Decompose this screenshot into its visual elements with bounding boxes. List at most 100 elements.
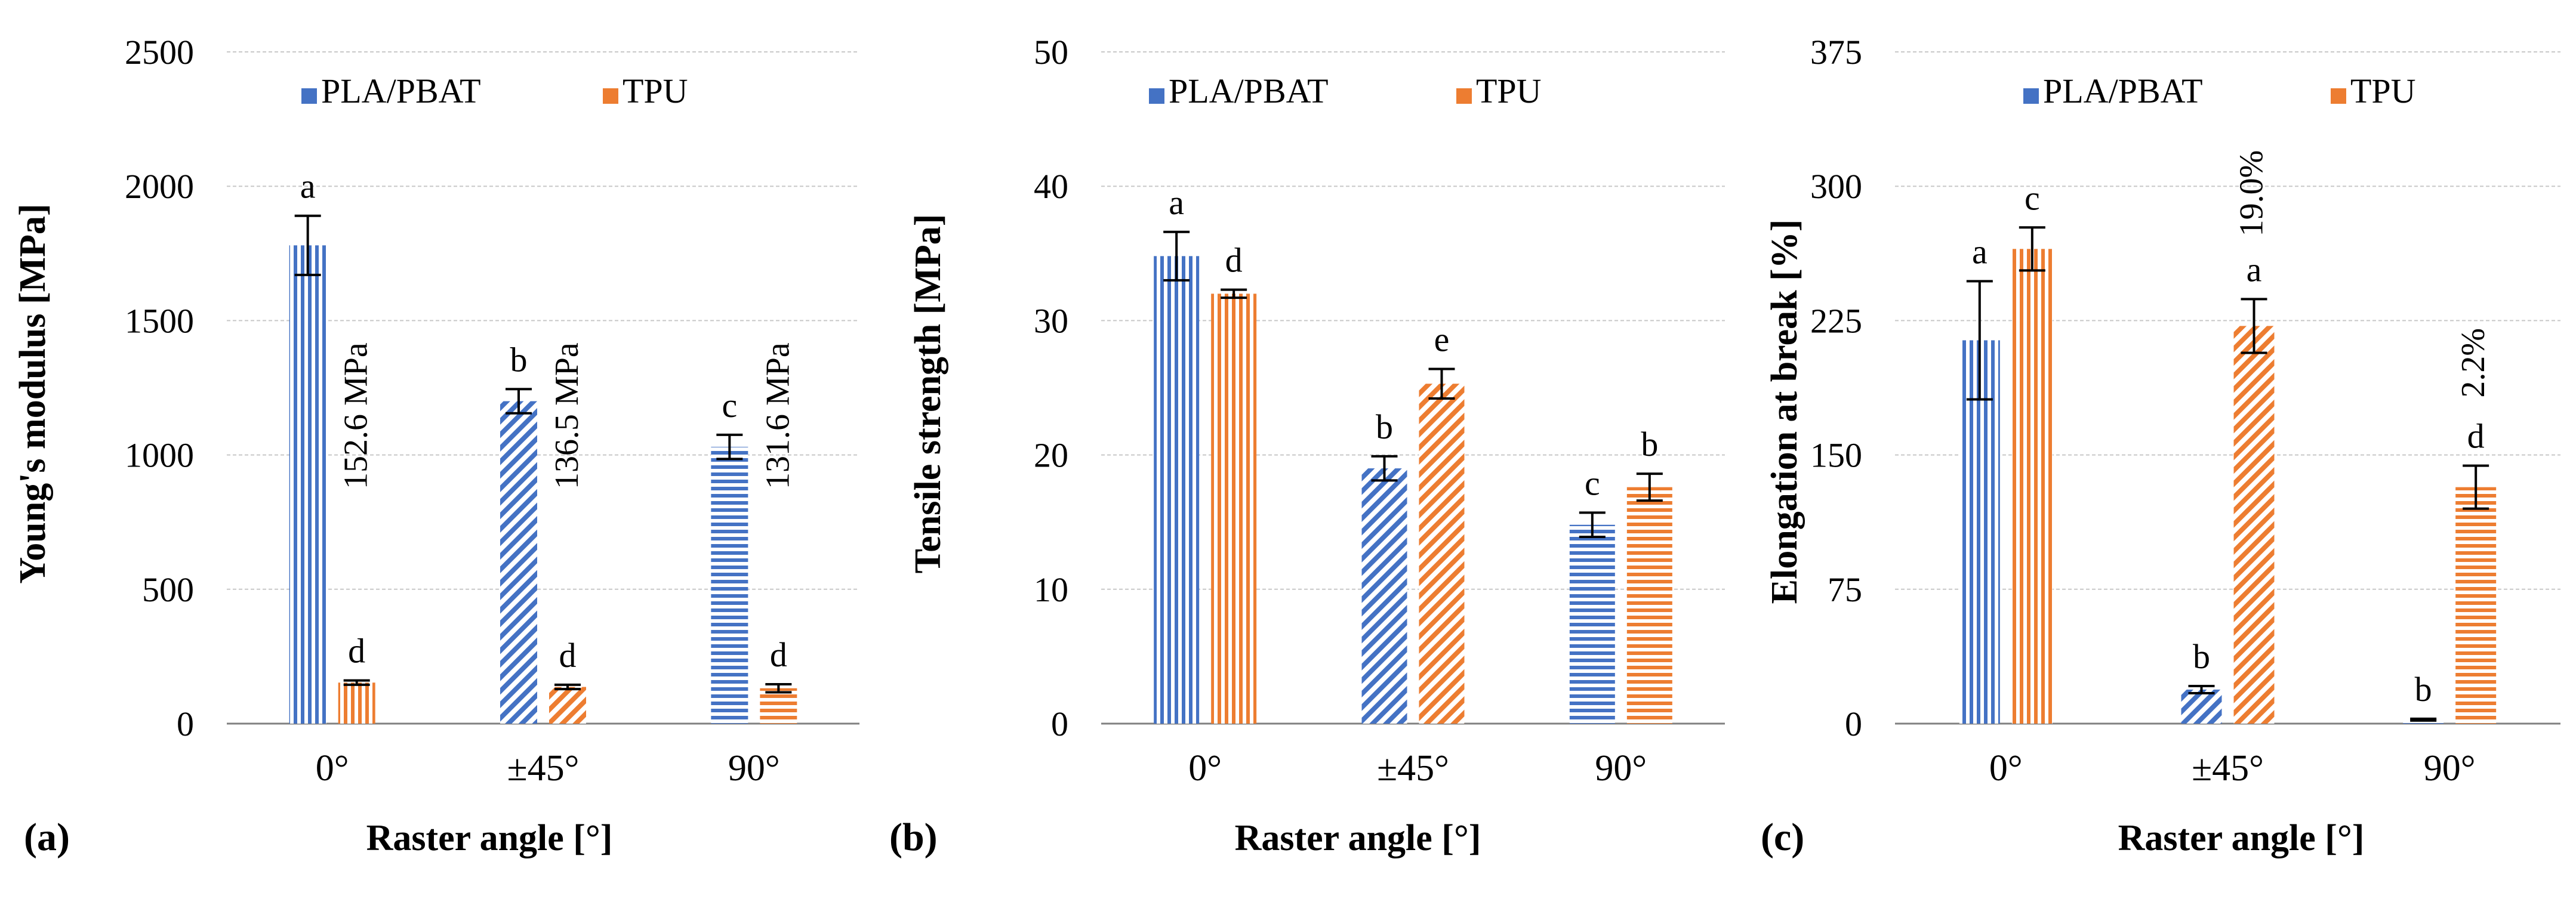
y-tick-label: 1000	[125, 436, 194, 475]
panel-b-letters: a d b e c b	[1169, 183, 1658, 503]
y-tick-label: 375	[1810, 33, 1862, 72]
significance-letter: a	[1972, 232, 1988, 271]
error-bar	[554, 683, 581, 691]
legend-tpu-swatch	[603, 88, 618, 104]
x-category-label: 0°	[1989, 748, 2023, 789]
error-bar	[1428, 367, 1455, 400]
legend-tpu-label: TPU	[623, 72, 688, 110]
error-bar	[2019, 226, 2045, 272]
error-bar	[1371, 455, 1398, 482]
y-tick-label: 50	[1034, 33, 1068, 72]
pla-bar-1	[1361, 468, 1407, 724]
pla-bar-2	[711, 447, 748, 724]
significance-letter: b	[2415, 670, 2432, 709]
panel-a-grid	[227, 51, 859, 725]
significance-letter: a	[2247, 250, 2262, 289]
panel-b-errorbars	[1163, 230, 1663, 538]
significance-letter: d	[348, 632, 365, 671]
pla-bar-0	[1959, 340, 2000, 724]
panel-a-xlabel: Raster angle [°]	[366, 818, 613, 858]
significance-letter: b	[1641, 425, 1658, 464]
y-tick-label: 500	[142, 570, 194, 609]
x-category-label: 0°	[316, 748, 349, 789]
tpu-bar-0	[2011, 249, 2053, 724]
error-bar	[2241, 298, 2267, 354]
y-tick-label: 2000	[125, 167, 194, 206]
significance-letter: c	[2025, 178, 2040, 217]
panel-b-xlabel: Raster angle [°]	[1235, 818, 1481, 858]
pla-bar-0	[1154, 256, 1200, 724]
error-bar	[1636, 472, 1663, 502]
significance-letter: c	[1585, 464, 1600, 502]
x-category-label: 90°	[1595, 748, 1647, 789]
tpu-bar-2	[1626, 487, 1672, 724]
error-bar	[1163, 230, 1190, 282]
value-annotation: 136.5 MPa	[549, 342, 586, 489]
tpu-bar-2	[760, 688, 797, 724]
y-tick-label: 75	[1828, 570, 1862, 609]
significance-letter: a	[1169, 183, 1184, 222]
x-category-label: 90°	[2424, 748, 2476, 789]
panel-a-bars	[289, 245, 797, 724]
panel-b-label: (b)	[889, 815, 938, 859]
panel-c-ylabel: Elongation at break [%]	[1764, 220, 1805, 604]
y-tick-label: 300	[1810, 167, 1862, 206]
significance-letter: d	[559, 636, 577, 675]
panel-c-yticks: 0 75 150 225 300 375	[1810, 33, 1862, 743]
significance-letter: c	[722, 386, 737, 425]
panel-a-letters: a d b d c d	[300, 167, 787, 675]
panel-a-legend: PLA/PBAT TPU	[301, 72, 688, 110]
panel-a: 0 500 1000 1500 2000 2500 a d b d c d 152.6 MPa 136…	[13, 33, 859, 859]
error-bar	[1221, 288, 1247, 299]
error-bar	[1966, 280, 1993, 401]
panel-a-label: (a)	[24, 815, 70, 859]
significance-letter: b	[2193, 637, 2210, 676]
x-category-label: ±45°	[507, 748, 580, 789]
pla-bar-1	[2181, 689, 2222, 724]
panel-a-yticks: 0 500 1000 1500 2000 2500	[125, 33, 194, 743]
panel-c-label: (c)	[1761, 815, 1804, 859]
y-tick-label: 2500	[125, 33, 194, 72]
tpu-bar-1	[2233, 326, 2275, 724]
value-annotation: 2.2%	[2455, 328, 2492, 398]
panel-c-xlabel: Raster angle [°]	[2118, 818, 2365, 858]
panel-a-ylabel: Young's modulus [MPa]	[13, 203, 53, 583]
y-tick-label: 10	[1034, 570, 1068, 609]
significance-letter: b	[1376, 407, 1393, 446]
error-bar	[343, 679, 370, 686]
panel-c-legend: PLA/PBAT TPU	[2023, 72, 2416, 110]
error-bar	[765, 682, 792, 694]
panel-c-bars	[1959, 249, 2497, 724]
legend-pla-label: PLA/PBAT	[1169, 72, 1329, 110]
significance-letter: d	[1225, 241, 1243, 280]
error-bar	[2410, 717, 2437, 722]
significance-letter: d	[770, 635, 787, 674]
y-tick-label: 225	[1810, 301, 1862, 340]
panel-b-yticks: 0 10 20 30 40 50	[1034, 33, 1068, 743]
value-annotation: 19.0%	[2233, 150, 2270, 237]
legend-pla-label: PLA/PBAT	[321, 72, 481, 110]
panel-b-grid	[1101, 51, 1725, 725]
panel-b-ylabel: Tensile strength [MPa]	[908, 214, 948, 574]
legend-pla-swatch	[2023, 88, 2039, 104]
panel-b-bars	[1154, 256, 1672, 724]
significance-letter: b	[510, 340, 528, 379]
panel-c-categories: 0° ±45° 90°	[1989, 748, 2476, 789]
legend-pla-label: PLA/PBAT	[2043, 72, 2203, 110]
y-tick-label: 1500	[125, 301, 194, 340]
panel-c-grid	[1895, 51, 2560, 725]
error-bar	[716, 433, 743, 461]
y-tick-label: 20	[1034, 436, 1068, 475]
y-tick-label: 0	[177, 705, 194, 743]
x-category-label: 90°	[728, 748, 780, 789]
y-tick-label: 150	[1810, 436, 1862, 475]
legend-tpu-swatch	[1456, 88, 1472, 104]
legend-tpu-label: TPU	[1476, 72, 1542, 110]
y-tick-label: 0	[1051, 705, 1068, 743]
panel-b-legend: PLA/PBAT TPU	[1149, 72, 1542, 110]
panel-a-categories: 0° ±45° 90°	[316, 748, 780, 789]
panel-b-categories: 0° ±45° 90°	[1188, 748, 1647, 789]
panel-c-errorbars	[1966, 226, 2489, 722]
